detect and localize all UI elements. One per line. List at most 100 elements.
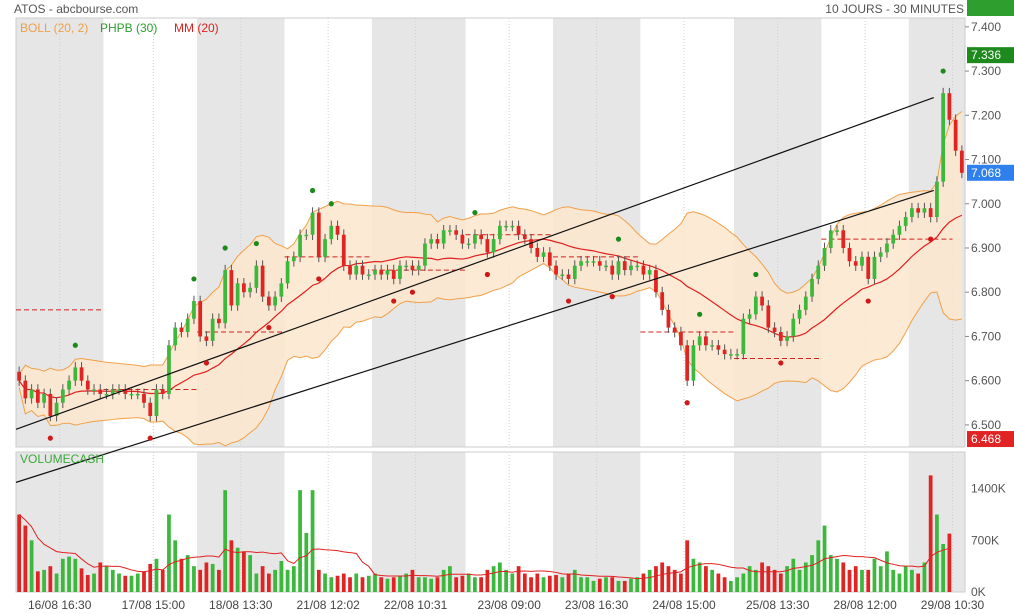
candle [691,339,696,386]
candle-body [92,389,96,392]
candle-body [585,261,590,263]
candle [866,251,871,285]
candle [229,264,234,311]
candle-body [610,265,615,275]
candle-body [192,301,196,319]
candle-body [254,265,259,288]
volume-bar [123,575,128,592]
candle-body [248,287,253,293]
x-tick-label: 16/08 16:30 [28,598,92,612]
candle-body [167,345,171,394]
volume-panel-label: VOLUMECASH [20,452,105,466]
candle [248,282,253,298]
volume-bar [117,573,121,592]
volume-tick-label: 0K [971,585,986,599]
candle-body [791,318,796,337]
candle-body [85,380,90,390]
candle-body [98,389,103,394]
candle [223,264,228,329]
candle-body [142,393,146,403]
phpb-low-marker [609,294,615,300]
candle-body [810,278,814,297]
candle [460,229,465,249]
candle-body [841,230,846,248]
volume-bar [903,566,908,592]
volume-bar [541,577,546,592]
candle [585,255,590,267]
phpb-low-marker [484,271,490,278]
y-tick-label: 7.000 [971,197,1001,211]
volume-bar [828,555,833,592]
candle [935,176,939,223]
volume-bar [635,577,640,592]
volume-bar [198,569,203,592]
candle [341,229,346,271]
candle [73,362,78,386]
volume-bar [304,532,309,592]
candle [510,220,515,232]
y-tick-label: 6.700 [971,329,1001,343]
candle [79,362,84,386]
candle-body [579,261,583,266]
volume-bar [260,566,265,592]
candle [117,384,121,395]
candle-body [235,283,240,306]
candle [835,224,839,236]
candle-body [728,354,733,356]
price-label-text: 7.068 [971,166,1001,180]
candle-body [204,336,209,341]
x-tick-label: 22/08 10:31 [384,598,448,612]
volume-bar [29,540,34,592]
candle-body [466,243,471,246]
candle [928,202,933,223]
candle [766,300,771,333]
candle-body [803,296,808,310]
candle-body [210,318,215,341]
candle-body [866,256,871,279]
candle-body [291,256,296,262]
candle [260,260,265,302]
candle [85,375,90,395]
volume-label-text: 791K [971,0,999,3]
candle-body [604,265,608,268]
candle-body [897,225,902,235]
volume-bar [928,475,933,592]
candle [841,224,846,254]
candle-body [285,261,290,284]
volume-bar [710,569,715,592]
candle-body [416,265,421,271]
candle-body [572,265,577,279]
candle-body [360,265,365,275]
candle-body [891,234,896,244]
candle-body [329,225,334,240]
candle [816,260,821,285]
volume-bar [716,573,721,592]
candle-body [373,270,377,275]
volume-bar [17,514,21,592]
candle [142,388,146,409]
chart-period: 10 JOURS - 30 MINUTES [825,2,964,16]
candle-body [660,292,665,310]
volume-bar [922,562,927,592]
candle-body [223,270,228,324]
candle [791,313,796,342]
volume-bar [316,569,321,592]
candle-body [766,305,771,328]
phpb-high-marker [191,276,197,282]
volume-bar [48,566,53,592]
candle [666,304,671,333]
candle [772,322,777,338]
legend-boll: BOLL (20, 2) [20,21,89,35]
candle [504,220,508,232]
y-tick-label: 6.600 [971,374,1001,388]
candle [310,207,315,241]
candle [148,397,153,422]
candle-body [753,296,758,315]
volume-average-line [18,514,950,580]
volume-bar [772,569,777,592]
x-tick-label: 28/08 12:00 [833,598,897,612]
candle-body [710,345,715,347]
volume-bar [579,577,583,592]
volume-bar [816,540,821,592]
volume-bar [679,573,683,592]
